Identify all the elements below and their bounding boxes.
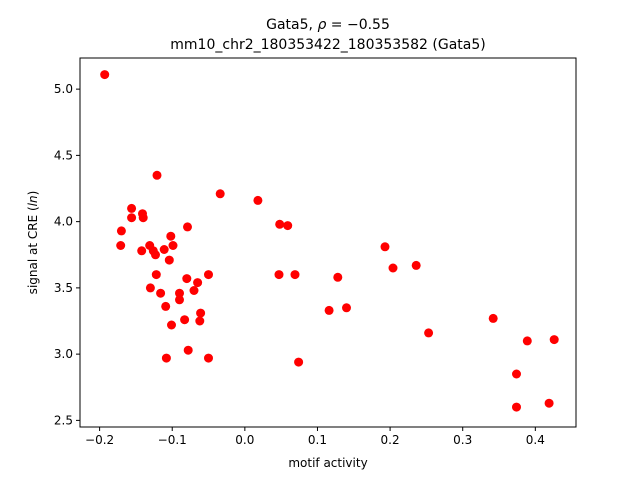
data-point-9: [283, 221, 293, 231]
data-point-3: [253, 195, 263, 205]
data-point-38: [324, 305, 334, 315]
y-tick-label: 3.5: [54, 281, 73, 295]
data-point-21: [164, 255, 174, 265]
data-point-10: [183, 222, 192, 232]
chart-title-line1: Gata5, ρ = −0.55: [266, 17, 390, 33]
data-point-8: [275, 219, 285, 229]
data-point-30: [193, 278, 203, 288]
y-axis-label: signal at CRE (ln): [26, 191, 40, 295]
data-point-25: [204, 270, 213, 280]
x-axis-label: motif activity: [288, 456, 367, 470]
plot-area-frame: [79, 57, 577, 428]
x-tick-label: 0.0: [235, 433, 254, 447]
data-point-13: [116, 241, 126, 250]
data-point-52: [544, 398, 554, 408]
data-point-39: [196, 308, 206, 318]
data-point-27: [290, 270, 300, 280]
data-point-29: [182, 274, 192, 284]
data-point-48: [161, 353, 171, 363]
axis-ticks: −0.2 −0.1 0.0 0.1 0.2 0.3 0.4 2.5 3.0 3.5 4.0 4.5 5.…: [54, 82, 545, 447]
y-tick-label: 4.0: [54, 215, 73, 229]
data-point-45: [549, 335, 559, 345]
data-point-26: [274, 270, 284, 280]
data-points: [100, 70, 559, 412]
data-point-2: [215, 189, 225, 199]
data-point-42: [195, 316, 205, 326]
y-tick-label: 4.5: [54, 148, 73, 162]
data-point-46: [522, 336, 532, 346]
y-tick-label: 5.0: [54, 82, 73, 96]
data-point-47: [183, 345, 193, 355]
data-point-19: [159, 245, 169, 254]
data-point-28: [333, 272, 343, 282]
data-point-32: [189, 286, 199, 295]
data-point-44: [424, 328, 434, 338]
y-tick-label: 3.0: [54, 347, 73, 361]
data-point-6: [127, 213, 137, 223]
x-tick-label: −0.2: [85, 433, 114, 447]
data-point-40: [488, 313, 498, 323]
data-point-4: [127, 203, 137, 213]
data-point-20: [151, 250, 160, 260]
data-point-50: [294, 357, 304, 367]
data-point-7: [138, 213, 148, 223]
data-point-37: [342, 303, 351, 313]
chart-title-line2: mm10_chr2_180353422_180353582 (Gata5): [170, 37, 485, 53]
data-point-31: [145, 283, 155, 293]
data-point-1: [152, 170, 162, 180]
data-point-36: [161, 301, 171, 311]
data-point-24: [151, 270, 161, 280]
x-tick-label: 0.4: [526, 433, 545, 447]
data-point-23: [388, 263, 398, 273]
x-tick-label: −0.1: [158, 433, 187, 447]
data-point-0: [100, 70, 110, 80]
data-point-49: [204, 353, 213, 363]
data-point-12: [166, 231, 176, 241]
x-tick-label: 0.3: [453, 433, 472, 447]
x-tick-label: 0.1: [308, 433, 327, 447]
data-point-34: [175, 288, 184, 298]
data-point-11: [116, 226, 126, 236]
data-point-51: [512, 369, 521, 379]
data-point-33: [156, 288, 166, 298]
data-point-43: [167, 320, 176, 330]
data-point-16: [380, 242, 390, 252]
data-point-22: [411, 260, 421, 270]
x-tick-label: 0.2: [381, 433, 400, 447]
data-point-17: [137, 246, 147, 256]
y-tick-label: 2.5: [54, 413, 73, 427]
data-point-53: [512, 402, 521, 412]
data-point-35: [175, 295, 184, 305]
data-point-15: [168, 241, 178, 250]
data-point-41: [180, 315, 190, 325]
